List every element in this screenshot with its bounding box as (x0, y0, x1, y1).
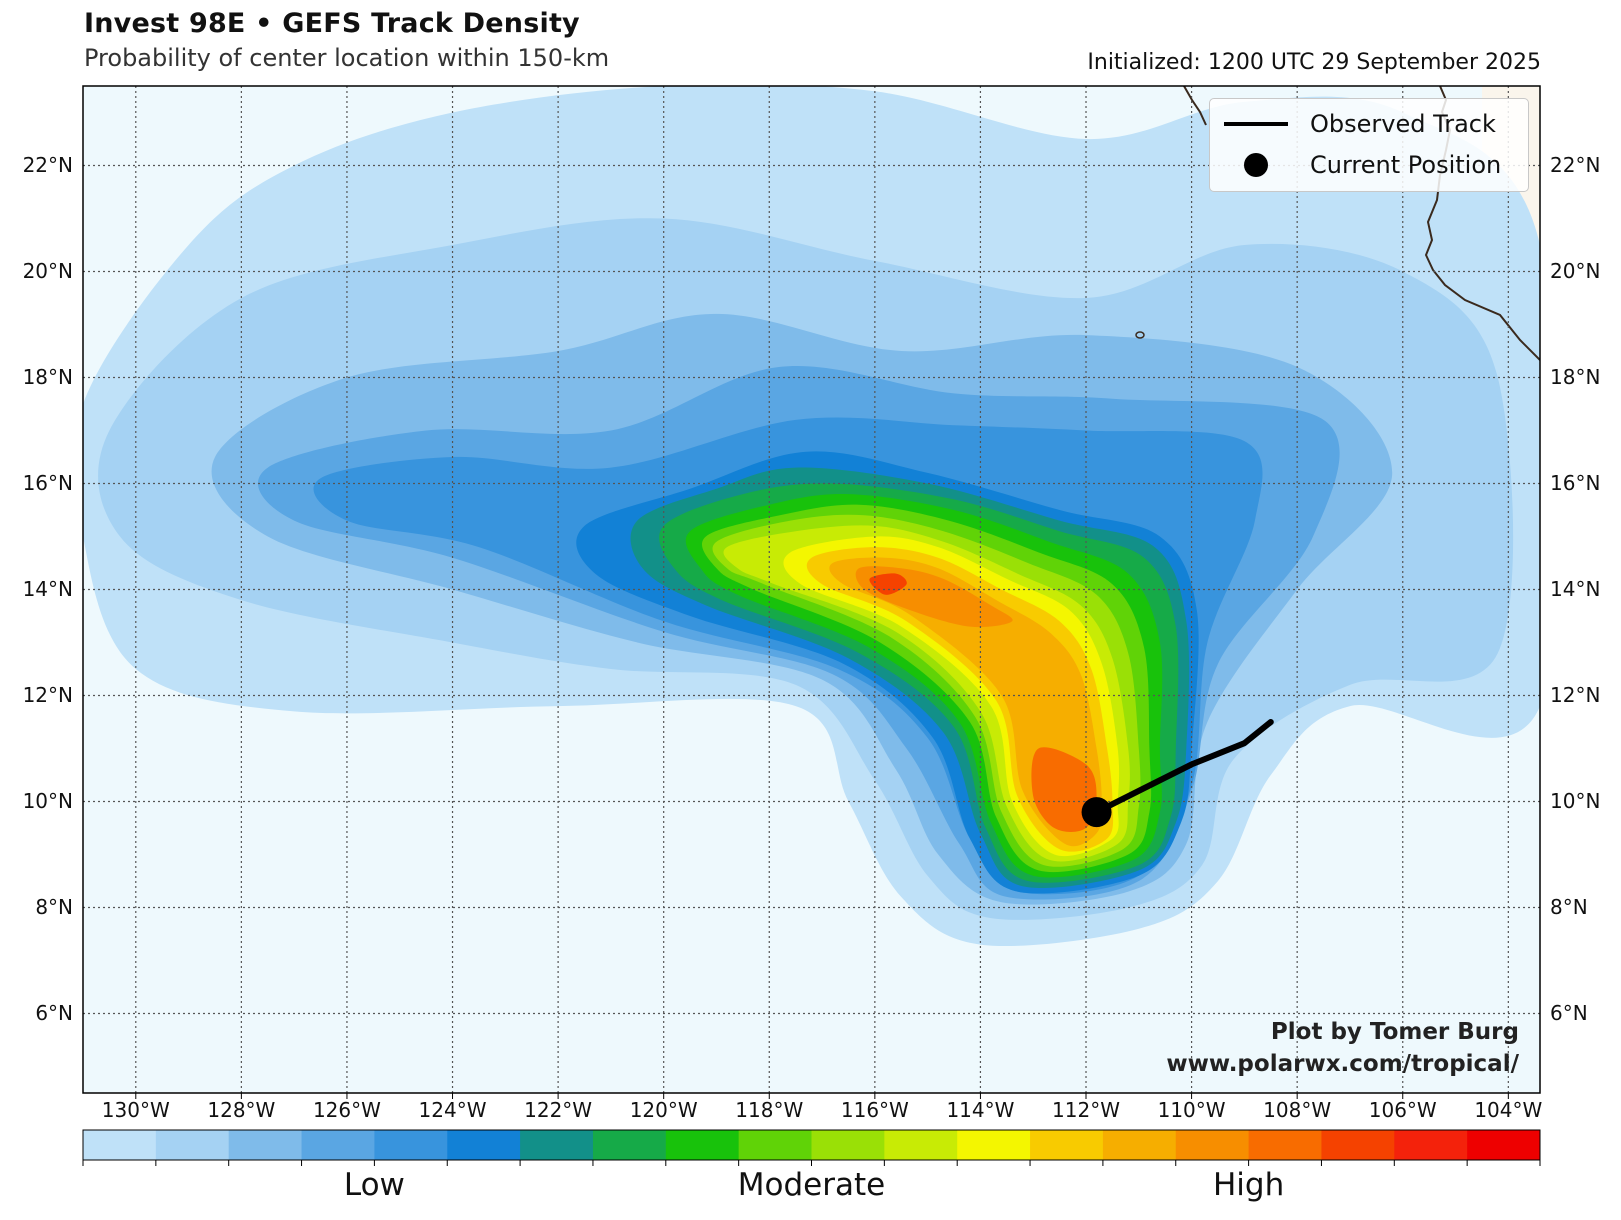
map-legend: Observed Track Current Position (1209, 98, 1529, 192)
colorbar-segment (1175, 1130, 1250, 1160)
lat-label-left: 10°N (22, 788, 73, 813)
colorbar-label: High (1212, 1167, 1285, 1203)
colorbar-segment (1467, 1130, 1541, 1160)
lat-label-right: 14°N (1550, 576, 1601, 601)
lat-label-right: 8°N (1550, 894, 1588, 919)
current-position-marker (1081, 797, 1112, 828)
colorbar-segment (1102, 1130, 1177, 1160)
lon-label: 122°W (524, 1098, 593, 1122)
lon-label: 124°W (418, 1098, 487, 1122)
colorbar-segment (1248, 1130, 1322, 1160)
credit-url: www.polarwx.com/tropical/ (1166, 1051, 1519, 1077)
colorbar-segment (665, 1130, 740, 1160)
initialized-time: Initialized: 1200 UTC 29 September 2025 (1087, 50, 1541, 75)
colorbar-segment (1321, 1130, 1395, 1160)
position-dot-swatch (1244, 153, 1268, 177)
lat-label-left: 18°N (22, 364, 73, 389)
lon-label: 112°W (1052, 1098, 1120, 1122)
colorbar-segment (520, 1130, 594, 1160)
colorbar-segment (155, 1130, 230, 1160)
lat-label-right: 22°N (1550, 152, 1601, 177)
lat-label-right: 6°N (1550, 1000, 1588, 1025)
lat-label-right: 16°N (1550, 470, 1601, 495)
colorbar-segment (957, 1130, 1031, 1160)
lat-label-left: 12°N (22, 682, 73, 707)
lat-label-left: 14°N (22, 576, 73, 601)
lon-label: 104°W (1474, 1098, 1543, 1122)
lon-label: 114°W (946, 1098, 1015, 1122)
colorbar-segment (1394, 1130, 1468, 1160)
lat-label-right: 20°N (1550, 258, 1601, 283)
colorbar-segment (447, 1130, 521, 1160)
colorbar-segment (811, 1130, 885, 1160)
lat-label-right: 10°N (1550, 788, 1601, 813)
colorbar-segment (228, 1130, 303, 1160)
legend-observed-track: Observed Track (1224, 109, 1496, 139)
credit-author: Plot by Tomer Burg (1270, 1019, 1519, 1045)
lon-label: 116°W (840, 1098, 909, 1122)
legend-current-position: Current Position (1224, 150, 1501, 180)
legend-current-label: Current Position (1310, 151, 1502, 179)
colorbar (82, 1129, 1541, 1166)
coastline-west (1183, 86, 1207, 126)
observed-track-line (1093, 719, 1274, 816)
island (1135, 331, 1145, 339)
colorbar-segment (374, 1130, 448, 1160)
track-line-swatch (1224, 122, 1288, 126)
legend-observed-label: Observed Track (1310, 110, 1496, 138)
lat-label-left: 20°N (22, 258, 73, 283)
colorbar-segment (1030, 1130, 1104, 1160)
lon-label: 120°W (629, 1098, 698, 1122)
lat-label-left: 16°N (22, 470, 73, 495)
lon-label: 108°W (1263, 1098, 1332, 1122)
lat-label-right: 12°N (1550, 682, 1601, 707)
chart-title: Invest 98E • GEFS Track Density (84, 8, 580, 39)
lon-label: 130°W (101, 1098, 170, 1122)
lon-label: 106°W (1368, 1098, 1437, 1122)
colorbar-segment (592, 1130, 667, 1160)
colorbar-segment (884, 1130, 958, 1160)
lon-label: 118°W (735, 1098, 804, 1122)
axis-ticks (135, 1093, 1509, 1099)
lat-label-left: 22°N (22, 152, 73, 177)
colorbar-segment (83, 1130, 157, 1160)
map-frame (82, 85, 1541, 1094)
colorbar-label: Moderate (737, 1167, 886, 1203)
density-level-17 (1031, 747, 1097, 832)
lat-label-left: 8°N (35, 894, 73, 919)
colorbar-segment (301, 1130, 375, 1160)
lon-label: 128°W (207, 1098, 276, 1122)
lat-label-left: 6°N (35, 1000, 73, 1025)
lon-label: 110°W (1157, 1098, 1226, 1122)
lon-label: 126°W (312, 1098, 381, 1122)
colorbar-label: Low (343, 1167, 405, 1203)
chart-subtitle: Probability of center location within 15… (84, 44, 610, 72)
colorbar-segment (738, 1130, 812, 1160)
lat-label-right: 18°N (1550, 364, 1601, 389)
